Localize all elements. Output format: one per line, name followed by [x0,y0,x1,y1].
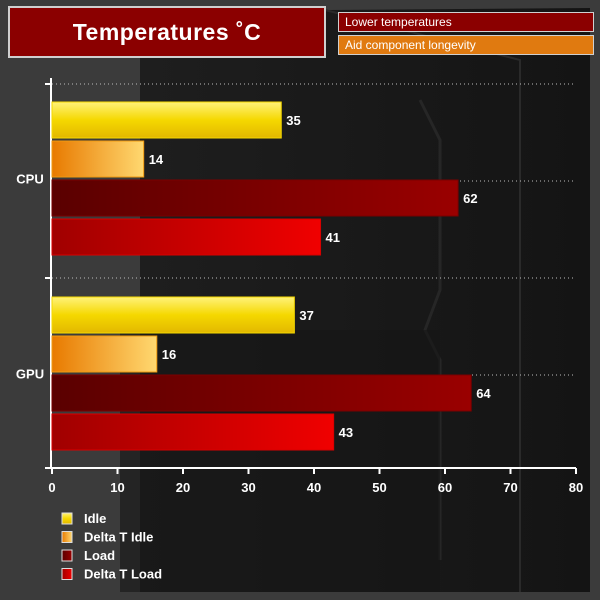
legend-swatch [61,512,73,525]
legend: Idle Delta T Idle Load Delta T Load [61,511,162,582]
legend-label: Delta T Idle [84,530,153,545]
bar-cpu-load [51,179,459,217]
axes: 0 10 20 30 40 50 60 70 80 CPU GPU [16,78,583,495]
data-label: 14 [149,152,164,167]
data-label: 16 [162,347,176,362]
legend-swatch [61,531,73,543]
data-label: 41 [326,230,340,245]
bar-gpu-delta-t-idle [51,335,158,373]
category-label-cpu: CPU [16,172,43,187]
bar-cpu-delta-t-load [51,218,322,256]
bar-gpu-idle [51,296,295,334]
gridlines [52,83,576,376]
category-label-gpu: GPU [16,367,44,382]
note-lower-temperatures: Lower temperatures [338,12,594,32]
bar-gpu-delta-t-load [51,413,335,451]
data-label: 37 [299,308,313,323]
bars [51,101,472,451]
data-label: 43 [339,425,353,440]
x-tick-label: 30 [241,480,255,495]
x-tick-label: 0 [48,480,55,495]
legend-label: Idle [84,511,106,526]
x-tick-label: 50 [372,480,386,495]
chart-title: Temperatures ˚C [8,6,326,58]
bar-cpu-delta-t-idle [51,140,145,178]
data-label: 62 [463,191,477,206]
data-label: 64 [476,386,491,401]
x-tick-label: 60 [438,480,452,495]
note-aid-longevity: Aid component longevity [338,35,594,55]
x-tick-label: 40 [307,480,321,495]
legend-label: Delta T Load [84,567,162,582]
bar-cpu-idle [51,101,282,139]
x-tick-label: 20 [176,480,190,495]
x-tick-label: 70 [503,480,517,495]
x-tick-label: 10 [110,480,124,495]
x-tick-label: 80 [569,480,583,495]
legend-label: Load [84,548,115,563]
legend-swatch [61,568,73,580]
data-label: 35 [286,113,300,128]
legend-swatch [61,549,73,562]
data-labels: 35 14 62 41 37 16 64 43 [149,113,492,440]
bar-gpu-load [51,374,472,412]
